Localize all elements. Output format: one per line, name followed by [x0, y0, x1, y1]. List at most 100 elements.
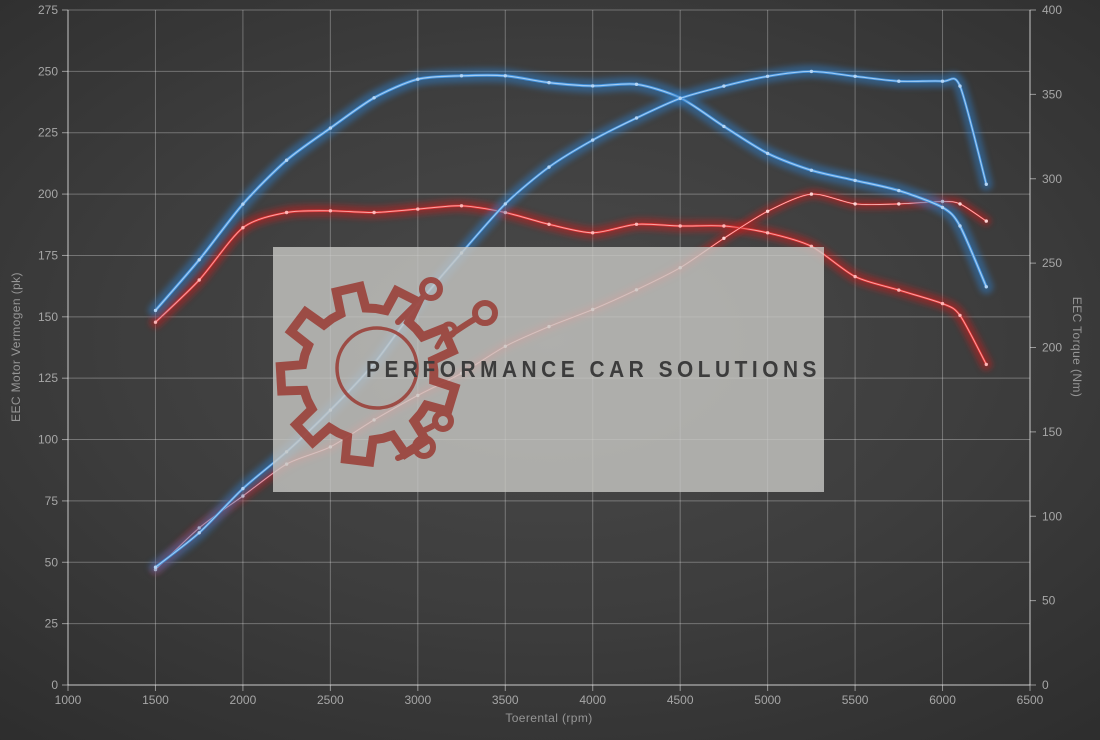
data-point-vermogen-origineel [984, 219, 988, 223]
data-point-torque-origineel [372, 210, 376, 215]
data-point-vermogen-getuned [503, 202, 507, 206]
data-point-torque-origineel [634, 222, 639, 226]
x-tick-label: 4500 [667, 693, 694, 707]
x-tick-label: 6500 [1017, 693, 1044, 707]
data-point-torque-origineel [678, 224, 682, 228]
right-tick-label: 400 [1042, 3, 1062, 17]
circuit-node [432, 410, 454, 432]
data-point-torque-getuned [284, 158, 289, 162]
left-tick-label: 250 [38, 64, 58, 78]
data-point-vermogen-getuned [897, 79, 901, 83]
data-point-vermogen-origineel [809, 192, 814, 196]
left-tick-label: 0 [51, 678, 58, 692]
right-tick-label: 0 [1042, 678, 1049, 692]
data-point-torque-getuned [958, 224, 962, 228]
watermark-text: PERFORMANCE CAR SOLUTIONS [366, 356, 821, 382]
circuit-node [412, 435, 436, 459]
data-point-torque-origineel [897, 288, 901, 292]
data-point-torque-getuned [591, 84, 595, 88]
data-point-torque-origineel [547, 222, 551, 226]
left-axis-title: EEC Motor Vermogen (pk) [9, 272, 23, 422]
left-tick-label: 175 [38, 248, 58, 262]
data-point-torque-origineel [153, 320, 158, 324]
left-tick-label: 225 [38, 126, 58, 140]
data-point-torque-origineel [284, 210, 289, 215]
data-point-torque-origineel [591, 231, 595, 235]
right-tick-label: 350 [1042, 87, 1062, 101]
right-tick-label: 300 [1042, 172, 1062, 186]
circuit-trace [395, 293, 427, 325]
x-tick-label: 3500 [492, 693, 519, 707]
data-point-vermogen-getuned [984, 182, 988, 186]
left-tick-label: 275 [38, 3, 58, 17]
x-tick-label: 1500 [142, 693, 169, 707]
data-point-torque-getuned [940, 205, 945, 210]
data-point-vermogen-getuned [547, 165, 551, 169]
data-point-vermogen-getuned [678, 96, 682, 101]
data-point-vermogen-getuned [765, 74, 770, 79]
data-point-vermogen-origineel [897, 202, 901, 206]
data-point-vermogen-getuned [591, 138, 595, 142]
axis-ticks-and-labels: 0 25 50 75 100 125 150 175 200 225 250 275 0 50 100 150… [38, 3, 1062, 707]
data-point-vermogen-origineel [958, 202, 962, 206]
right-tick-label: 100 [1042, 509, 1062, 523]
circuit-node [440, 321, 458, 339]
data-point-torque-getuned [416, 77, 420, 81]
right-tick-label: 50 [1042, 594, 1056, 608]
data-point-torque-origineel [940, 301, 945, 306]
data-point-vermogen-getuned [809, 69, 814, 74]
gear-center-circle [335, 326, 419, 410]
right-tick-label: 200 [1042, 341, 1062, 355]
data-point-torque-getuned [372, 96, 376, 100]
left-tick-label: 75 [45, 494, 59, 508]
x-axis-title: Toerental (rpm) [505, 711, 593, 725]
data-point-torque-getuned [328, 126, 333, 130]
right-tick-label: 150 [1042, 425, 1062, 439]
data-point-torque-origineel [984, 362, 988, 367]
data-point-torque-origineel [416, 207, 420, 211]
data-point-torque-origineel [459, 204, 464, 208]
left-tick-label: 150 [38, 310, 58, 324]
data-point-torque-getuned [634, 82, 639, 87]
x-tick-label: 5500 [842, 693, 869, 707]
data-point-torque-getuned [153, 308, 158, 313]
data-point-torque-getuned [241, 202, 245, 206]
watermark: PERFORMANCE CAR SOLUTIONS [273, 247, 824, 492]
right-axis-title: EEC Torque (Nm) [1070, 296, 1084, 398]
data-point-vermogen-getuned [197, 531, 201, 535]
data-point-vermogen-getuned [241, 486, 245, 491]
circuit-node [419, 277, 443, 301]
left-tick-label: 100 [38, 433, 58, 447]
data-point-vermogen-getuned [940, 79, 945, 83]
right-tick-label: 250 [1042, 256, 1062, 270]
data-point-vermogen-getuned [958, 84, 962, 88]
markers-torque-getuned [153, 74, 988, 313]
data-point-torque-origineel [328, 209, 333, 213]
data-point-torque-origineel [197, 278, 201, 282]
data-point-vermogen-getuned [722, 84, 726, 88]
data-point-torque-getuned [897, 188, 901, 193]
data-point-vermogen-origineel [853, 202, 857, 206]
data-point-vermogen-getuned [853, 74, 857, 79]
circuit-node [472, 300, 498, 326]
x-tick-label: 1000 [55, 693, 82, 707]
data-point-torque-origineel [853, 274, 857, 279]
data-point-torque-origineel [958, 313, 962, 318]
data-point-vermogen-getuned [634, 116, 639, 120]
data-point-torque-origineel [241, 226, 245, 230]
left-tick-label: 200 [38, 187, 58, 201]
data-point-torque-getuned [809, 168, 814, 172]
data-point-torque-getuned [197, 258, 201, 262]
x-tick-label: 5000 [754, 693, 781, 707]
data-point-torque-getuned [984, 285, 988, 289]
data-point-torque-getuned [722, 124, 726, 129]
data-point-torque-getuned [765, 151, 770, 156]
data-point-torque-getuned [503, 74, 507, 78]
watermark-logo gear-circuit-icon [275, 277, 498, 467]
left-tick-label: 25 [45, 617, 59, 631]
data-point-vermogen-origineel [765, 209, 770, 213]
data-point-torque-getuned [853, 178, 857, 183]
x-tick-label: 6000 [929, 693, 956, 707]
